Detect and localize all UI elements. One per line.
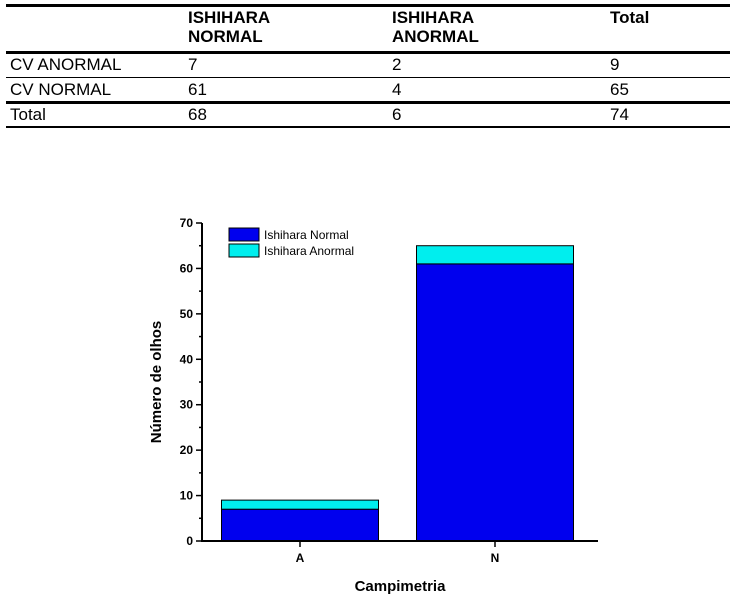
cell-value: 7	[188, 55, 198, 74]
table-rule-top	[6, 4, 730, 7]
header-ishihara-anormal: ISHIHARA ANORMAL	[392, 8, 479, 46]
legend-swatch-1	[228, 243, 260, 258]
y-tick-label: 50	[180, 307, 194, 321]
y-tick-label: 30	[180, 398, 194, 412]
y-tick-label: 10	[180, 489, 194, 503]
table-rule-bottom	[6, 126, 730, 128]
header-ishihara-normal: ISHIHARA NORMAL	[188, 8, 271, 46]
row-label-total: Total	[10, 105, 46, 124]
cell-value: 61	[188, 80, 207, 99]
table-rule-header	[6, 51, 730, 54]
table-rule-row	[6, 77, 730, 78]
row-label-cv-anormal: CV ANORMAL	[10, 55, 122, 74]
cell-value: 6	[392, 105, 402, 124]
cell-value: 74	[610, 105, 629, 124]
cell-value: 68	[188, 105, 207, 124]
y-axis-title: Número de olhos	[148, 321, 165, 444]
y-tick-label: 70	[180, 216, 194, 230]
header-total: Total	[610, 8, 650, 27]
y-tick-label: 0	[186, 534, 193, 548]
bar-n-series-0	[416, 263, 574, 542]
y-tick-label: 20	[180, 443, 194, 457]
table-rule-total	[6, 101, 730, 104]
row-label-cv-normal: CV NORMAL	[10, 80, 112, 99]
cell-value: 4	[392, 80, 402, 99]
legend-swatch-0	[228, 227, 260, 242]
bar-n-series-1	[416, 245, 574, 265]
x-tick-label-a: A	[296, 551, 305, 565]
cell-value: 65	[610, 80, 629, 99]
y-tick-label: 40	[180, 352, 194, 366]
x-axis-title: Campimetria	[355, 578, 447, 595]
legend-label-0: Ishihara Normal	[264, 228, 349, 242]
x-tick-label-n: N	[491, 551, 500, 565]
cell-value: 9	[610, 55, 620, 74]
bar-a-series-1	[221, 499, 379, 510]
y-tick-label: 60	[180, 261, 194, 275]
legend-label-1: Ishihara Anormal	[264, 244, 354, 258]
bar-a-series-0	[221, 508, 379, 542]
cell-value: 2	[392, 55, 402, 74]
